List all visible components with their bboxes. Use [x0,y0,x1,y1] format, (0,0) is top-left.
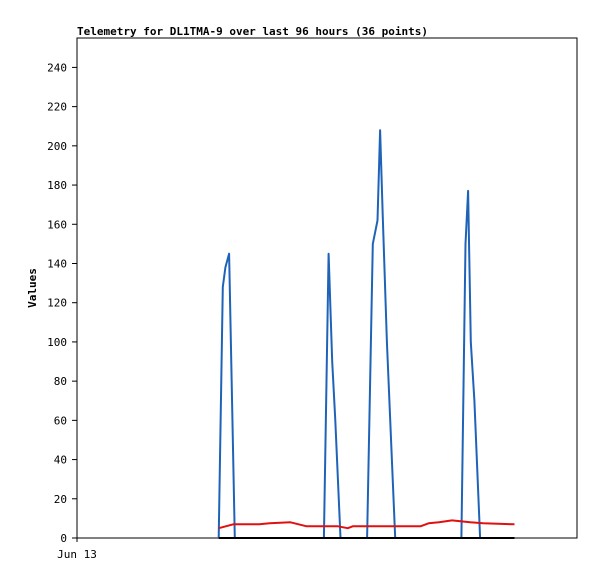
plot-area [76,37,578,539]
y-tick-label: 40 [54,454,67,467]
y-tick-label: 100 [47,336,67,349]
x-tick-label: Jun 13 [57,548,97,561]
y-tick-label: 220 [47,101,67,114]
y-axis-label: Values [26,268,39,308]
chart-title: Telemetry for DL1TMA-9 over last 96 hour… [77,25,428,38]
y-tick-label: 0 [60,532,67,545]
y-tick-label: 200 [47,140,67,153]
y-axis: 0 20 40 60 80 100 120 140 160 180 200 220 240 [47,61,77,545]
series-line-0 [217,129,482,539]
y-tick-label: 240 [47,61,67,74]
y-tick-label: 120 [47,297,67,310]
x-axis: Jun 13 [57,538,97,561]
y-tick-label: 60 [54,414,67,427]
y-tick-label: 140 [47,257,67,270]
series-line-1 [218,519,515,530]
y-tick-label: 160 [47,218,67,231]
y-tick-label: 20 [54,493,67,506]
y-tick-label: 180 [47,179,67,192]
series-layer [217,129,515,539]
y-tick-label: 80 [54,375,67,388]
